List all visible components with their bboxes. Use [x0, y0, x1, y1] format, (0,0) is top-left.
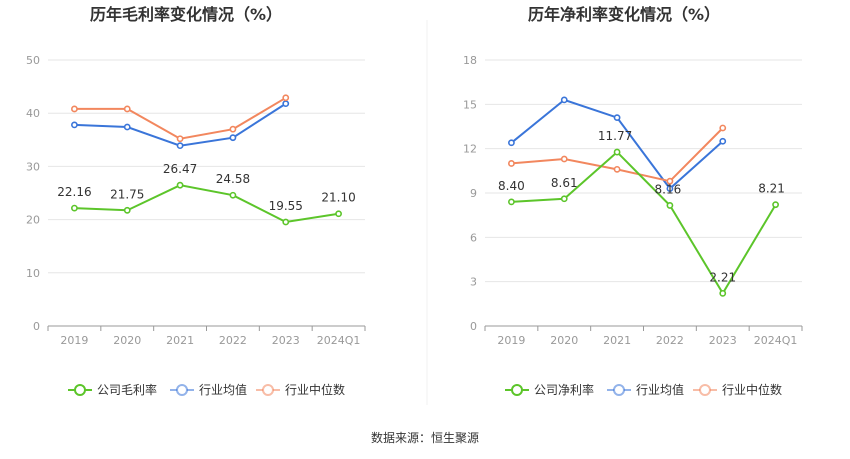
data-point: [613, 148, 621, 156]
legend-label: 行业均值: [199, 382, 247, 397]
legend-item: 行业均值: [607, 382, 684, 397]
x-tick-label: 2020: [113, 334, 141, 347]
chart-title: 历年毛利率变化情况（%）: [90, 5, 282, 24]
chart-title: 历年净利率变化情况（%）: [528, 5, 720, 24]
data-point: [560, 155, 568, 163]
legend-label: 行业中位数: [285, 382, 345, 397]
y-tick-label: 50: [26, 54, 40, 67]
legend-label: 公司净利率: [534, 382, 594, 397]
data-point: [176, 142, 184, 150]
data-point: [229, 125, 237, 133]
data-point: [71, 204, 78, 212]
x-tick-label: 2024Q1: [754, 334, 798, 347]
legend-swatch-marker: [262, 384, 274, 396]
data-point: [508, 160, 515, 167]
data-point: [560, 96, 568, 104]
data-point: [613, 114, 621, 122]
data-label: 26.47: [163, 162, 197, 176]
data-point: [613, 165, 621, 173]
data-point: [71, 105, 78, 113]
legend-swatch-marker: [699, 384, 711, 396]
x-tick-label: 2020: [550, 334, 578, 347]
legend-label: 行业均值: [636, 382, 684, 397]
data-label: 24.58: [216, 172, 250, 186]
data-point: [176, 135, 184, 143]
y-tick-label: 12: [463, 143, 477, 156]
data-point: [71, 121, 78, 129]
data-point: [772, 201, 779, 209]
data-point: [229, 191, 237, 199]
y-tick-label: 6: [470, 231, 477, 244]
y-tick-label: 0: [470, 320, 477, 333]
x-tick-label: 2022: [656, 334, 684, 347]
y-tick-label: 10: [26, 267, 40, 280]
data-point: [335, 210, 342, 218]
x-tick-label: 2019: [497, 334, 525, 347]
y-tick-label: 15: [463, 98, 477, 111]
data-point: [229, 134, 237, 142]
x-tick-label: 2021: [166, 334, 194, 347]
data-point: [666, 202, 674, 209]
series-line: [74, 184, 339, 224]
data-label: 8.16: [655, 182, 682, 196]
x-tick-label: 2021: [603, 334, 631, 347]
data-point: [282, 94, 290, 102]
y-tick-label: 0: [33, 320, 40, 333]
data-point: [666, 185, 674, 192]
data-point: [282, 218, 290, 226]
y-tick-label: 30: [26, 160, 40, 173]
series-line: [74, 96, 287, 140]
data-point: [508, 139, 515, 147]
legend-swatch-marker: [511, 384, 523, 396]
x-tick-label: 2019: [60, 334, 88, 347]
data-label: 22.16: [57, 185, 91, 199]
x-tick-label: 2022: [219, 334, 247, 347]
legend-item: 行业均值: [170, 382, 247, 397]
data-point: [719, 289, 727, 297]
series-line: [511, 150, 777, 296]
data-label: 11.77: [598, 129, 632, 143]
y-tick-label: 18: [463, 54, 477, 67]
data-label: 8.40: [498, 179, 525, 193]
series-line: [510, 98, 724, 191]
legend-item: 公司净利率: [505, 382, 594, 397]
data-point: [508, 198, 515, 206]
legend-item: 行业中位数: [693, 382, 782, 397]
data-point: [123, 123, 131, 131]
y-tick-label: 20: [26, 214, 40, 227]
net-margin-chart: 历年净利率变化情况（%） 0 3 6 9 12 15 18 2019 2020 2021 2022 20…: [463, 5, 803, 397]
data-point: [560, 195, 568, 203]
data-point: [123, 105, 131, 113]
x-tick-label: 2023: [709, 334, 737, 347]
legend-label: 行业中位数: [722, 382, 782, 397]
legend-swatch-marker: [74, 384, 86, 396]
data-point: [176, 181, 184, 189]
x-tick-label: 2023: [272, 334, 300, 347]
data-point: [123, 206, 131, 214]
data-label: 2.21: [709, 270, 736, 284]
legend-swatch-marker: [176, 384, 188, 396]
data-label: 21.10: [321, 191, 355, 205]
legend-item: 行业中位数: [256, 382, 345, 397]
y-tick-label: 9: [470, 187, 477, 200]
data-point: [282, 100, 290, 108]
legend-swatch-marker: [613, 384, 625, 396]
data-label: 21.75: [110, 187, 144, 201]
gross-margin-chart: 历年毛利率变化情况（%） 0 10 20 30 40 50 2019 2020 2021 2022 2…: [26, 5, 366, 397]
y-tick-label: 3: [470, 276, 477, 289]
data-point: [666, 177, 674, 185]
data-point: [719, 124, 727, 132]
data-point: [719, 137, 727, 145]
legend-label: 公司毛利率: [97, 382, 157, 397]
x-tick-label: 2024Q1: [317, 334, 361, 347]
y-tick-label: 40: [26, 107, 40, 120]
data-label: 8.61: [551, 176, 578, 190]
source-note: 数据来源：恒生聚源: [371, 430, 479, 445]
legend-item: 公司毛利率: [68, 382, 157, 397]
data-label: 8.21: [758, 182, 785, 196]
data-label: 19.55: [269, 199, 303, 213]
